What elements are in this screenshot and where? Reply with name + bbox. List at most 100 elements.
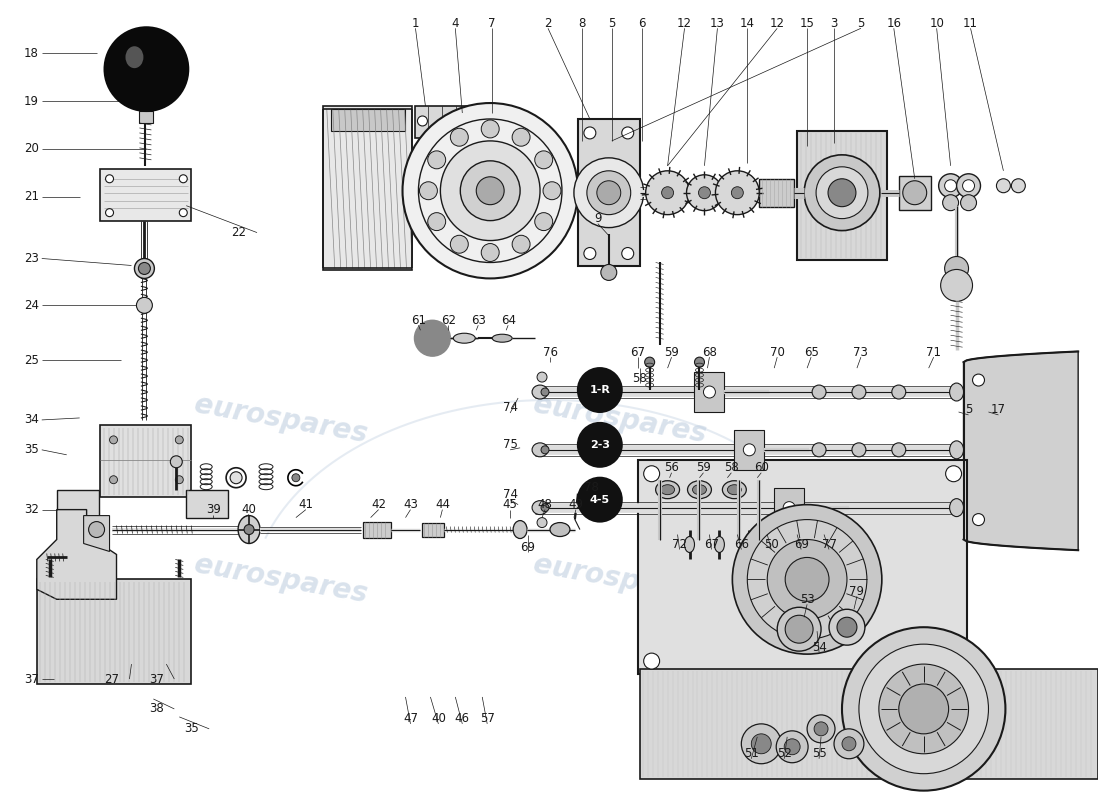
Circle shape [89, 522, 104, 538]
Circle shape [134, 258, 154, 278]
Text: 68: 68 [702, 346, 717, 358]
Text: 78: 78 [584, 481, 600, 494]
Text: 47: 47 [403, 712, 418, 726]
Text: 60: 60 [754, 462, 769, 474]
Circle shape [785, 558, 829, 602]
Circle shape [892, 385, 905, 399]
Circle shape [851, 385, 866, 399]
Text: 74: 74 [503, 488, 518, 501]
Ellipse shape [532, 501, 548, 514]
Text: 44: 44 [434, 498, 450, 511]
Polygon shape [84, 515, 110, 551]
Bar [36, 579, 191, 684]
Text: 73: 73 [854, 346, 868, 358]
Circle shape [686, 174, 723, 210]
Circle shape [537, 372, 547, 382]
Text: 10: 10 [930, 17, 944, 30]
Ellipse shape [125, 46, 143, 68]
Circle shape [938, 174, 962, 198]
Text: 34: 34 [24, 414, 38, 426]
Polygon shape [774, 488, 804, 527]
Ellipse shape [727, 485, 741, 494]
Text: 55: 55 [812, 747, 826, 760]
Circle shape [450, 235, 469, 254]
Circle shape [104, 27, 188, 111]
Circle shape [879, 664, 968, 754]
Bar [640, 669, 1098, 778]
Circle shape [584, 127, 596, 139]
Circle shape [715, 170, 759, 214]
Ellipse shape [656, 481, 680, 498]
Text: 77: 77 [822, 538, 836, 551]
Text: 59: 59 [664, 346, 679, 358]
Circle shape [621, 127, 634, 139]
Text: 2: 2 [544, 17, 552, 30]
Text: 1-R: 1-R [590, 385, 610, 395]
Circle shape [106, 174, 113, 182]
Ellipse shape [532, 385, 548, 399]
Circle shape [541, 446, 549, 454]
Bar [100, 425, 191, 497]
Circle shape [428, 151, 446, 169]
Circle shape [698, 186, 711, 198]
Text: 5: 5 [608, 17, 616, 30]
Circle shape [415, 320, 450, 356]
Circle shape [859, 644, 989, 774]
Bar [331, 109, 405, 131]
Text: 9: 9 [594, 212, 602, 225]
Circle shape [541, 504, 549, 512]
Circle shape [945, 257, 968, 281]
Circle shape [292, 474, 300, 482]
Circle shape [816, 167, 868, 218]
Text: 20: 20 [24, 142, 38, 155]
Text: 75: 75 [503, 438, 518, 451]
Circle shape [646, 170, 690, 214]
Text: 22: 22 [232, 226, 246, 239]
Text: 50: 50 [763, 538, 779, 551]
Text: 69: 69 [520, 541, 536, 554]
Circle shape [179, 174, 187, 182]
Circle shape [578, 478, 621, 522]
Circle shape [784, 739, 800, 754]
Text: 4: 4 [452, 17, 459, 30]
Text: eurospares: eurospares [531, 550, 708, 608]
Circle shape [946, 466, 961, 482]
Circle shape [940, 270, 972, 302]
Text: 40: 40 [242, 503, 256, 516]
Circle shape [732, 186, 744, 198]
Circle shape [644, 466, 660, 482]
Circle shape [960, 194, 977, 210]
Circle shape [110, 436, 118, 444]
Circle shape [899, 684, 948, 734]
Text: 39: 39 [206, 503, 221, 516]
Circle shape [476, 177, 504, 205]
Text: 15: 15 [800, 17, 814, 30]
Polygon shape [735, 430, 764, 470]
Text: 8: 8 [579, 17, 585, 30]
Circle shape [230, 472, 242, 484]
Text: 2-3: 2-3 [590, 440, 609, 450]
Text: 58: 58 [632, 371, 647, 385]
Ellipse shape [723, 481, 746, 498]
Text: 1: 1 [411, 17, 419, 30]
Circle shape [601, 265, 617, 281]
Polygon shape [36, 510, 117, 599]
Circle shape [481, 120, 499, 138]
Text: 57: 57 [480, 712, 495, 726]
Circle shape [903, 181, 926, 205]
Circle shape [450, 128, 469, 146]
Text: 67: 67 [630, 346, 646, 358]
Circle shape [179, 209, 187, 217]
Circle shape [851, 443, 866, 457]
Circle shape [972, 374, 984, 386]
Bar [798, 131, 887, 261]
Circle shape [170, 456, 183, 468]
Ellipse shape [513, 521, 527, 538]
Polygon shape [964, 351, 1078, 550]
Circle shape [812, 385, 826, 399]
Ellipse shape [949, 441, 964, 458]
Circle shape [418, 116, 428, 126]
Circle shape [943, 194, 958, 210]
Circle shape [814, 722, 828, 736]
Circle shape [741, 724, 781, 764]
